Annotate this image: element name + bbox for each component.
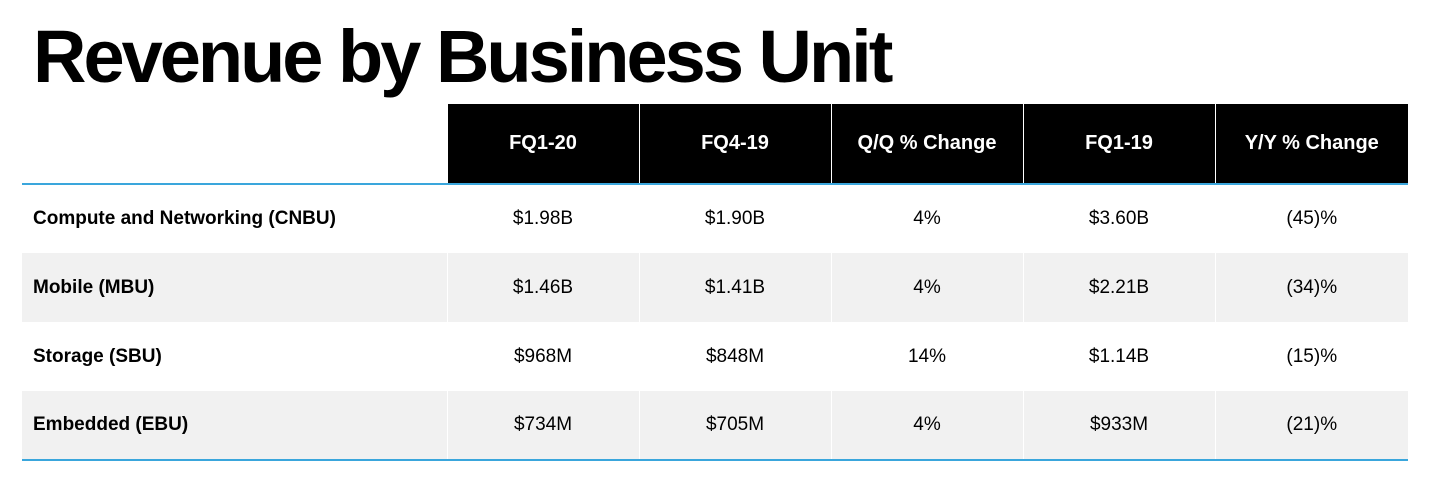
- cell-value: $1.14B: [1022, 322, 1215, 391]
- revenue-table: FQ1-20 FQ4-19 Q/Q % Change FQ1-19 Y/Y % …: [22, 104, 1408, 461]
- column-header-qq-change: Q/Q % Change: [830, 104, 1023, 185]
- table-header: FQ1-20 FQ4-19 Q/Q % Change FQ1-19 Y/Y % …: [22, 104, 1408, 185]
- cell-value: $2.21B: [1022, 253, 1215, 322]
- cell-value: $3.60B: [1022, 184, 1215, 253]
- table-body: Compute and Networking (CNBU) $1.98B $1.…: [22, 184, 1408, 461]
- table-row: Storage (SBU) $968M $848M 14% $1.14B (15…: [22, 322, 1408, 391]
- cell-value: (45)%: [1214, 184, 1408, 253]
- cell-value: $933M: [1022, 391, 1215, 461]
- column-header-fq1-20: FQ1-20: [446, 104, 639, 185]
- cell-value: 4%: [830, 391, 1023, 461]
- cell-value: (15)%: [1214, 322, 1408, 391]
- cell-value: 14%: [830, 322, 1023, 391]
- cell-value: 4%: [830, 184, 1023, 253]
- table-row: Embedded (EBU) $734M $705M 4% $933M (21)…: [22, 391, 1408, 461]
- cell-value: (34)%: [1214, 253, 1408, 322]
- cell-value: 4%: [830, 253, 1023, 322]
- row-label: Embedded (EBU): [22, 391, 447, 461]
- cell-value: $1.90B: [638, 184, 831, 253]
- cell-value: $705M: [638, 391, 831, 461]
- table-row: Compute and Networking (CNBU) $1.98B $1.…: [22, 184, 1408, 253]
- header-corner-cell: [22, 104, 447, 185]
- column-header-fq1-19: FQ1-19: [1022, 104, 1215, 185]
- cell-value: $848M: [638, 322, 831, 391]
- cell-value: $1.41B: [638, 253, 831, 322]
- table-row: Mobile (MBU) $1.46B $1.41B 4% $2.21B (34…: [22, 253, 1408, 322]
- row-label: Mobile (MBU): [22, 253, 447, 322]
- header-row: FQ1-20 FQ4-19 Q/Q % Change FQ1-19 Y/Y % …: [22, 104, 1408, 185]
- column-header-yy-change: Y/Y % Change: [1214, 104, 1408, 185]
- cell-value: $1.98B: [446, 184, 639, 253]
- cell-value: $734M: [446, 391, 639, 461]
- page-title: Revenue by Business Unit: [33, 15, 893, 98]
- cell-value: $968M: [446, 322, 639, 391]
- cell-value: (21)%: [1214, 391, 1408, 461]
- cell-value: $1.46B: [446, 253, 639, 322]
- row-label: Storage (SBU): [33, 345, 162, 367]
- column-header-fq4-19: FQ4-19: [638, 104, 831, 185]
- row-label: Compute and Networking (CNBU): [33, 208, 336, 229]
